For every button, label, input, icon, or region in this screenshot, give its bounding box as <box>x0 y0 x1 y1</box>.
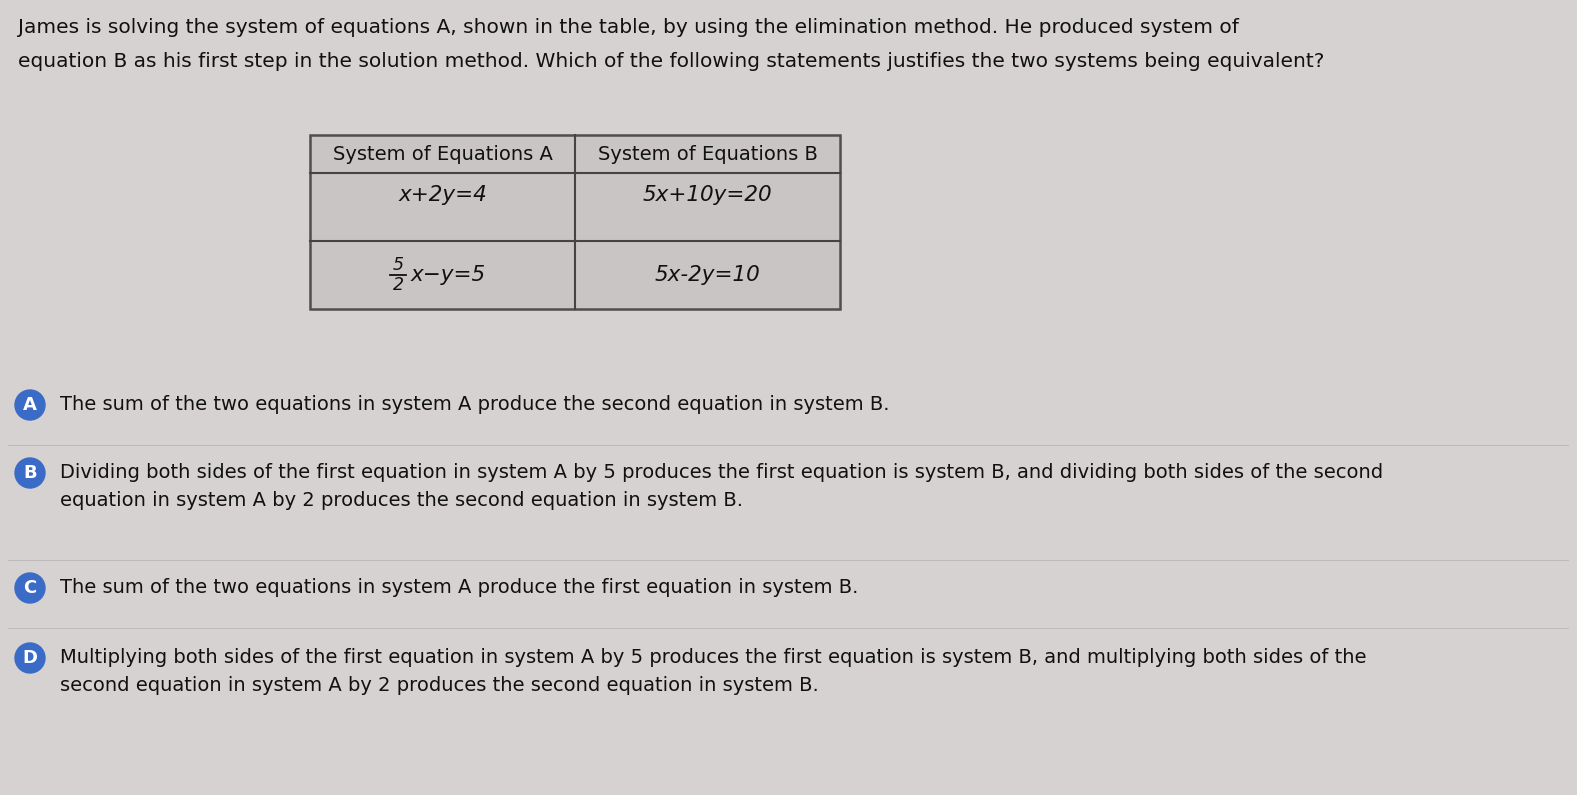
Text: James is solving the system of equations A, shown in the table, by using the eli: James is solving the system of equations… <box>17 18 1240 37</box>
Text: The sum of the two equations in system A produce the first equation in system B.: The sum of the two equations in system A… <box>60 578 858 597</box>
Circle shape <box>16 390 46 420</box>
Circle shape <box>16 643 46 673</box>
FancyBboxPatch shape <box>311 135 841 309</box>
Text: The sum of the two equations in system A produce the second equation in system B: The sum of the two equations in system A… <box>60 395 889 414</box>
Text: 5x-2y=10: 5x-2y=10 <box>654 265 760 285</box>
Text: System of Equations B: System of Equations B <box>598 145 817 164</box>
Text: Multiplying both sides of the first equation in system A by 5 produces the first: Multiplying both sides of the first equa… <box>60 648 1367 667</box>
Circle shape <box>16 458 46 488</box>
Text: x−y=5: x−y=5 <box>412 265 486 285</box>
Text: equation B as his first step in the solution method. Which of the following stat: equation B as his first step in the solu… <box>17 52 1325 71</box>
Text: C: C <box>24 579 36 597</box>
Text: x+2y=4: x+2y=4 <box>397 184 487 205</box>
Text: A: A <box>24 396 36 414</box>
Text: equation in system A by 2 produces the second equation in system B.: equation in system A by 2 produces the s… <box>60 491 743 510</box>
Text: B: B <box>24 464 36 482</box>
Text: 2: 2 <box>393 276 404 294</box>
Text: System of Equations A: System of Equations A <box>333 145 552 164</box>
Circle shape <box>16 573 46 603</box>
Text: 5x+10y=20: 5x+10y=20 <box>643 184 773 205</box>
Text: 5: 5 <box>393 256 404 274</box>
Text: Dividing both sides of the first equation in system A by 5 produces the first eq: Dividing both sides of the first equatio… <box>60 463 1383 482</box>
Text: second equation in system A by 2 produces the second equation in system B.: second equation in system A by 2 produce… <box>60 676 818 695</box>
Text: D: D <box>22 649 38 667</box>
